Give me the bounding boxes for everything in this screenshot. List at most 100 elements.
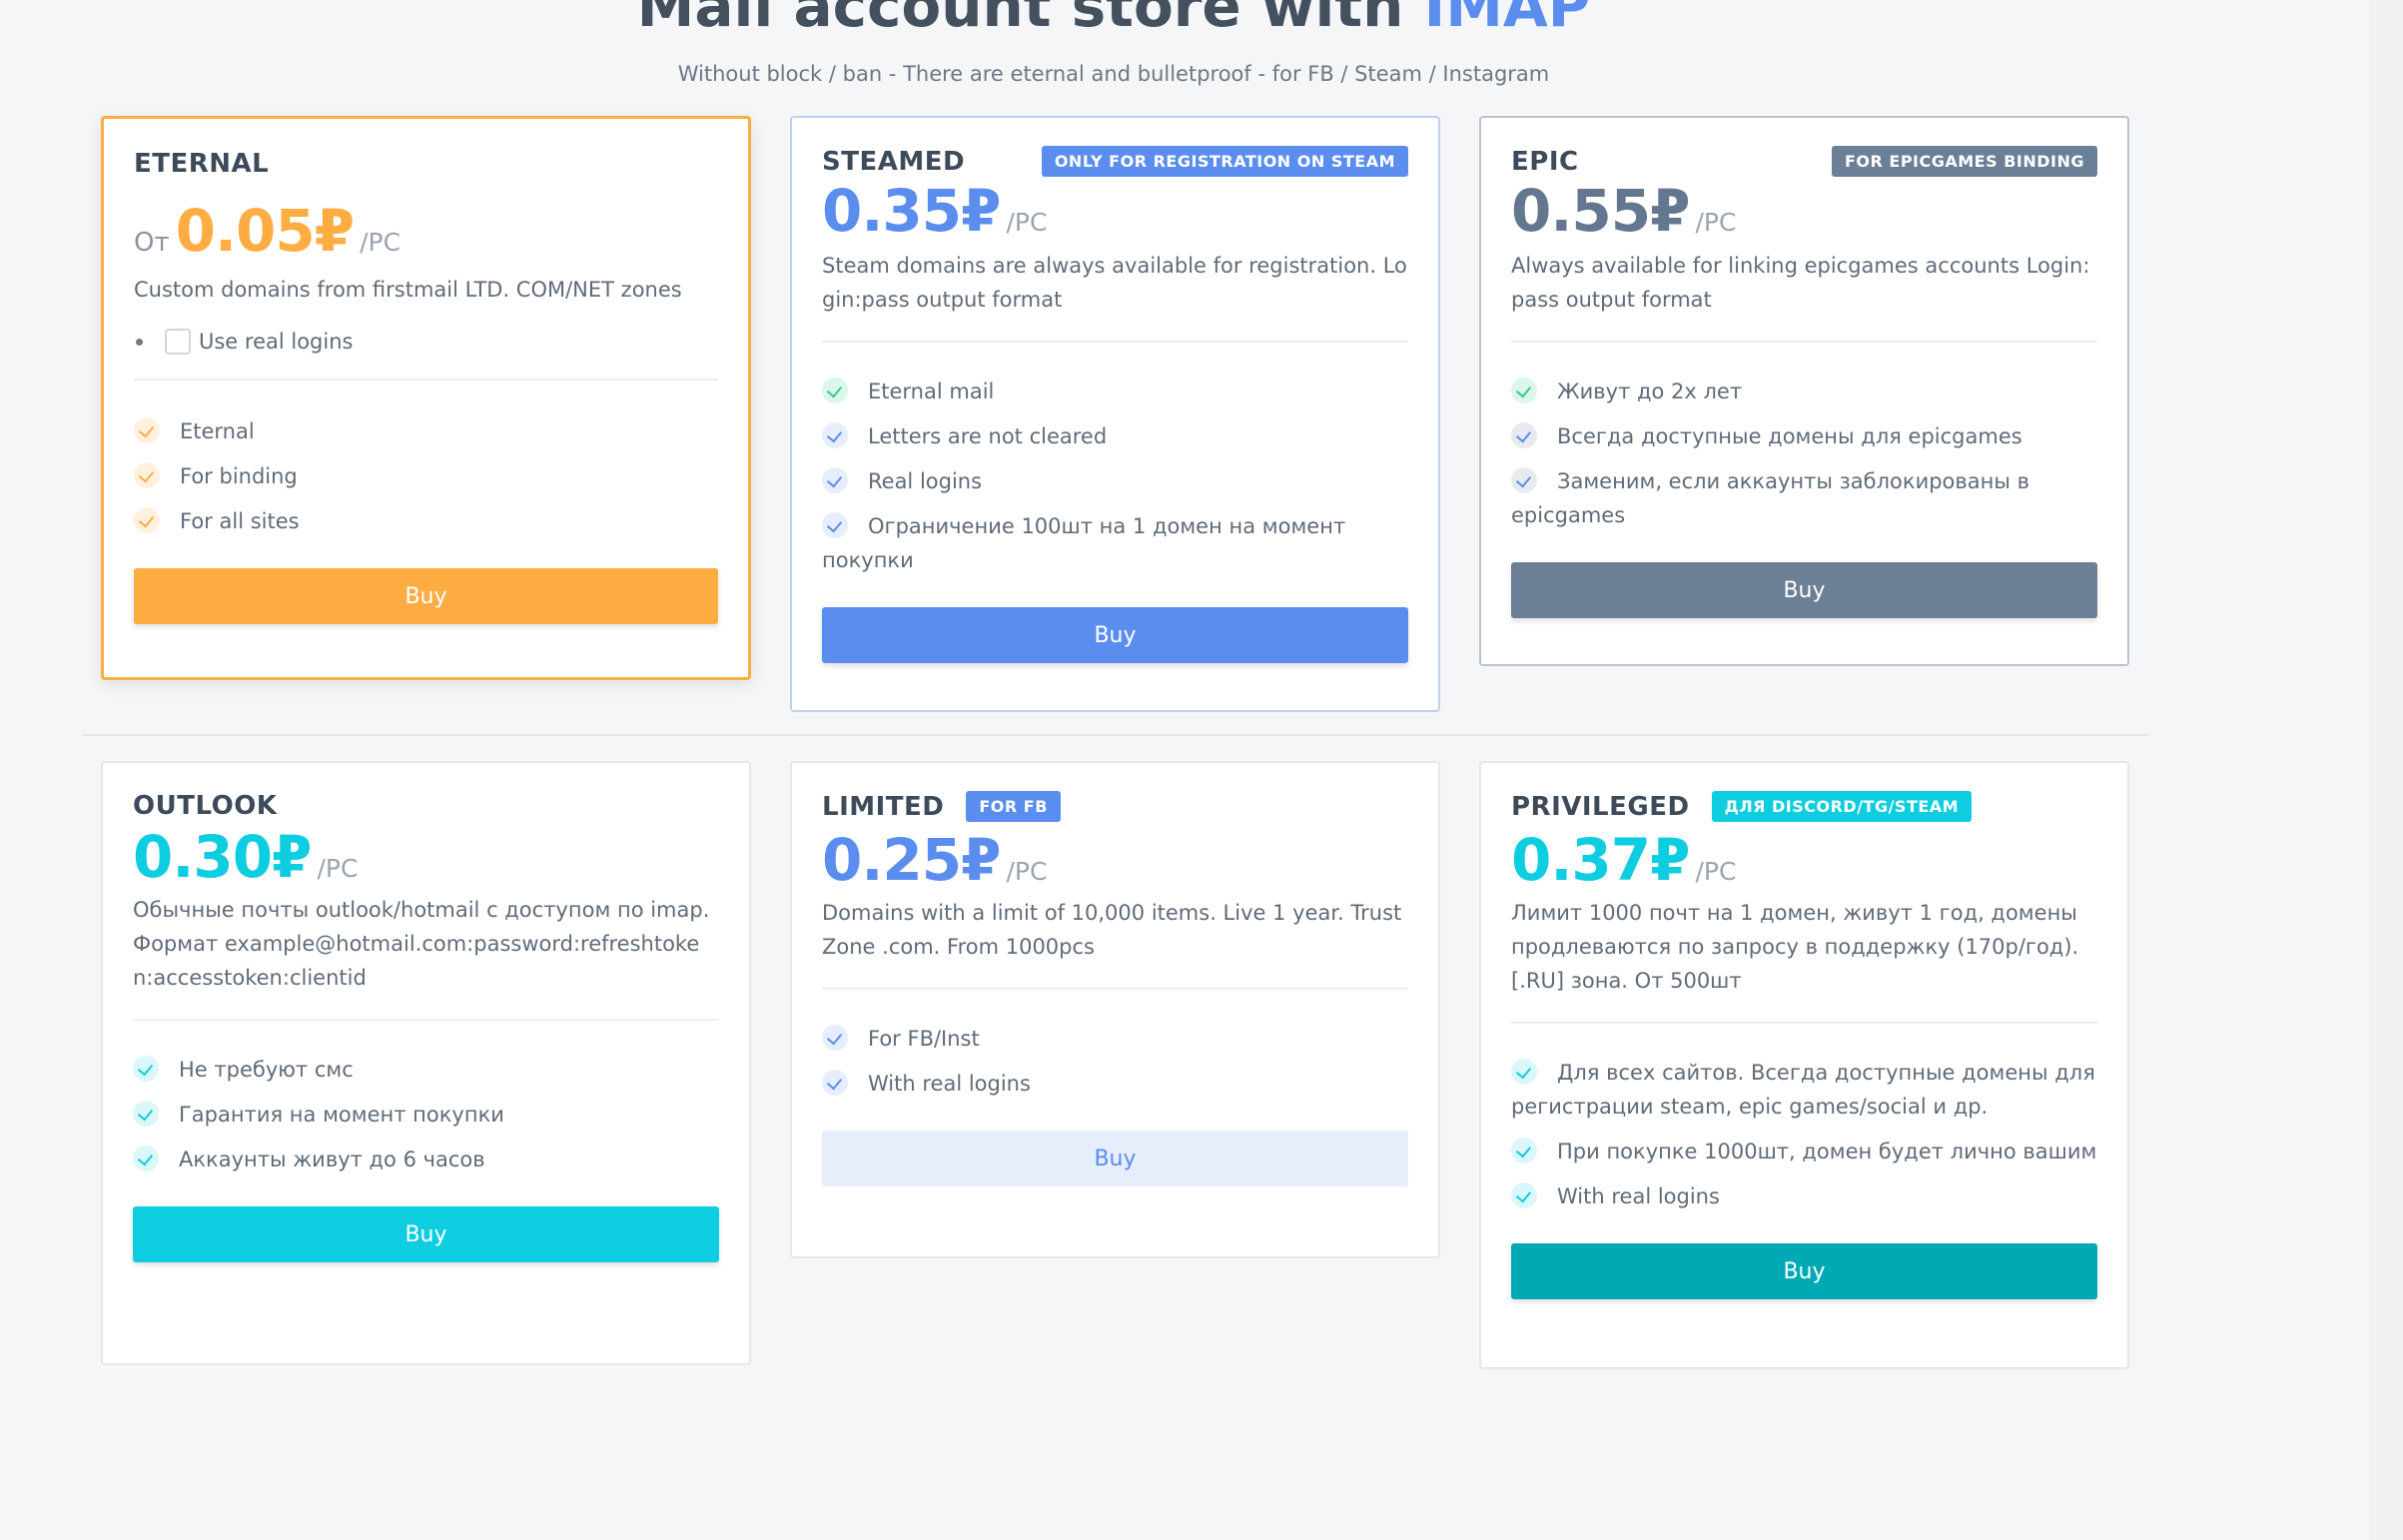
plan-card-steamed: STEAMED ONLY FOR REGISTRATION ON STEAM 0…: [790, 116, 1440, 712]
check-icon: [134, 417, 160, 443]
plan-name: OUTLOOK: [133, 791, 278, 821]
plan-description: Обычные почты outlook/hotmail с доступом…: [133, 898, 710, 990]
feature-text: Eternal: [180, 419, 255, 443]
feature-list: Для всех сайтов. Всегда доступные домены…: [1511, 1056, 2097, 1213]
feature-item: Для всех сайтов. Всегда доступные домены…: [1511, 1056, 2097, 1124]
feature-text: Гарантия на момент покупки: [179, 1103, 504, 1127]
plan-name: ETERNAL: [134, 149, 270, 179]
check-icon: [1511, 422, 1537, 448]
feature-item: Заменим, если аккаунты заблокированы в e…: [1511, 464, 2097, 532]
feature-text: Eternal mail: [868, 380, 995, 403]
feature-text: With real logins: [868, 1072, 1031, 1096]
check-icon: [822, 378, 848, 403]
buy-button[interactable]: Buy: [134, 568, 718, 624]
feature-item: Не требуют смс: [133, 1053, 719, 1087]
buy-button[interactable]: Buy: [1511, 562, 2097, 618]
price-unit: /PC: [1006, 857, 1048, 886]
buy-button[interactable]: Buy: [133, 1206, 719, 1262]
feature-list: Eternal mail Letters are not cleared Rea…: [822, 375, 1408, 577]
bullet-dot: [136, 338, 143, 346]
real-logins-option[interactable]: Use real logins: [134, 329, 718, 355]
plan-badge: FOR EPICGAMES BINDING: [1831, 146, 2097, 177]
card-separator: [1511, 341, 2097, 343]
feature-text: Заменим, если аккаунты заблокированы в e…: [1511, 469, 2030, 527]
feature-list: Eternal For binding For all sites: [134, 414, 718, 538]
feature-text: Real logins: [868, 469, 983, 493]
check-icon: [1511, 378, 1537, 403]
check-icon: [822, 512, 848, 538]
check-icon: [1511, 1138, 1537, 1163]
plan-card-limited: LIMITED FOR FB 0.25₽ /PC Domains with a …: [790, 761, 1440, 1258]
feature-item: Ограничение 100шт на 1 домен на момент п…: [822, 509, 1408, 577]
plan-badge: ДЛЯ DISCORD/TG/STEAM: [1711, 791, 1973, 822]
feature-item: Eternal mail: [822, 375, 1408, 408]
feature-text: Не требуют смс: [179, 1058, 354, 1082]
feature-item: Всегда доступные домены для epicgames: [1511, 419, 2097, 453]
price-unit: /PC: [360, 228, 401, 257]
plan-price: 0.35₽: [822, 177, 1001, 245]
feature-item: Аккаунты живут до 6 часов: [133, 1143, 719, 1176]
feature-item: Живут до 2х лет: [1511, 375, 2097, 408]
feature-item: With real logins: [822, 1067, 1408, 1101]
card-separator: [133, 1019, 719, 1021]
plan-card-privileged: PRIVILEGED ДЛЯ DISCORD/TG/STEAM 0.37₽ /P…: [1479, 761, 2129, 1369]
card-separator: [822, 341, 1408, 343]
feature-text: With real logins: [1557, 1184, 1720, 1208]
buy-button[interactable]: Buy: [822, 1131, 1408, 1186]
buy-button[interactable]: Buy: [1511, 1243, 2097, 1299]
page-title-main: Mail account store with: [636, 0, 1424, 40]
page-subtitle: Without block / ban - There are eternal …: [677, 62, 1550, 86]
check-icon: [133, 1146, 159, 1171]
feature-text: Ограничение 100шт на 1 домен на момент п…: [822, 514, 1346, 572]
card-separator: [1511, 1022, 2097, 1024]
plan-description: Always available for linking epicgames a…: [1511, 254, 2090, 312]
check-icon: [1511, 1059, 1537, 1085]
feature-item: For binding: [134, 459, 718, 493]
plan-price: 0.37₽: [1511, 826, 1690, 894]
section-divider: [82, 734, 2149, 736]
check-icon: [134, 507, 160, 533]
check-icon: [133, 1056, 159, 1082]
plan-name: EPIC: [1511, 146, 1579, 177]
page-title: Mail account store with IMAP: [0, 0, 2227, 40]
card-separator: [822, 988, 1408, 990]
card-separator: [134, 379, 718, 381]
feature-text: Для всех сайтов. Всегда доступные домены…: [1511, 1061, 2095, 1119]
feature-list: Живут до 2х лет Всегда доступные домены …: [1511, 375, 2097, 532]
buy-button[interactable]: Buy: [822, 607, 1408, 663]
feature-text: For FB/Inst: [868, 1027, 980, 1051]
feature-item: For all sites: [134, 504, 718, 538]
check-icon: [1511, 1182, 1537, 1208]
feature-item: Letters are not cleared: [822, 419, 1408, 453]
feature-text: Аккаунты живут до 6 часов: [179, 1148, 485, 1171]
price-unit: /PC: [317, 854, 359, 883]
plan-badge: FOR FB: [966, 791, 1061, 822]
feature-item: For FB/Inst: [822, 1022, 1408, 1056]
plan-description: Custom domains from firstmail LTD. COM/N…: [134, 278, 682, 302]
plan-name: LIMITED: [822, 791, 945, 822]
feature-text: При покупке 1000шт, домен будет лично ва…: [1557, 1140, 2097, 1163]
feature-item: Гарантия на момент покупки: [133, 1098, 719, 1132]
price-unit: /PC: [1695, 208, 1737, 237]
plan-description: Steam domains are always available for r…: [822, 254, 1407, 312]
plan-card-eternal: ETERNAL От 0.05₽ /PC Custom domains from…: [101, 116, 751, 680]
plan-price: 0.25₽: [822, 826, 1001, 894]
plan-description: Domains with a limit of 10,000 items. Li…: [822, 901, 1402, 959]
plan-price: 0.30₽: [133, 823, 312, 891]
check-icon: [822, 1070, 848, 1096]
scrollbar-track[interactable]: [2369, 0, 2403, 1540]
check-icon: [822, 467, 848, 493]
check-icon: [1511, 467, 1537, 493]
check-icon: [822, 422, 848, 448]
plan-name: PRIVILEGED: [1511, 791, 1690, 822]
plan-badge: ONLY FOR REGISTRATION ON STEAM: [1041, 146, 1408, 177]
price-unit: /PC: [1695, 857, 1737, 886]
feature-item: Eternal: [134, 414, 718, 448]
plan-description: Лимит 1000 почт на 1 домен, живут 1 год,…: [1511, 901, 2079, 993]
feature-list: Не требуют смс Гарантия на момент покупк…: [133, 1053, 719, 1176]
real-logins-label: Use real logins: [199, 330, 354, 354]
feature-text: For all sites: [180, 509, 300, 533]
real-logins-checkbox[interactable]: [165, 329, 191, 355]
plan-price: 0.05₽: [175, 197, 355, 265]
price-prefix: От: [134, 228, 170, 258]
